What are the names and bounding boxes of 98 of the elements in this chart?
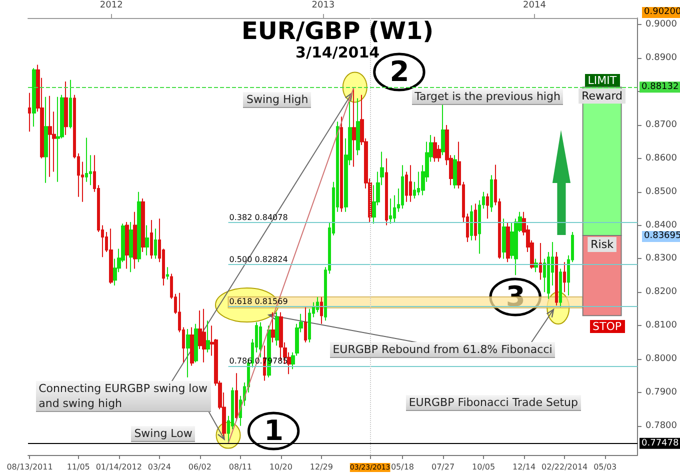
x-tick-label: 05/03: [594, 462, 617, 472]
annotation: Target is the previous high: [412, 89, 564, 105]
y-tick-label: 0.8300: [646, 254, 678, 264]
y-tick-label: 0.8400: [646, 220, 678, 230]
candlestick: [48, 95, 52, 178]
candlestick: [502, 218, 506, 260]
y-tick-label: 0.9000: [646, 20, 678, 30]
x-tick-label: 02/22/2014: [542, 462, 588, 472]
y-tick-label: 0.8900: [646, 53, 678, 64]
candlestick: [470, 204, 473, 241]
annotation: STOP: [590, 320, 625, 333]
y-tick-label: 0.8600: [646, 153, 678, 164]
annotation: 1: [264, 414, 284, 447]
candlestick: [275, 312, 279, 346]
candlestick: [194, 323, 198, 363]
candlestick: [145, 224, 149, 256]
x-tick-label: 08/13/2011: [6, 462, 53, 472]
candlestick: [202, 308, 206, 363]
annotation: EURGBP Fibonacci Trade Setup: [406, 395, 581, 411]
candlestick: [166, 266, 169, 280]
candlestick: [44, 96, 48, 184]
annotation: 3: [506, 280, 526, 313]
annotation: Connecting EURGBP swing low and swing high: [36, 381, 212, 412]
candlestick: [141, 198, 145, 253]
candlestick: [186, 328, 190, 378]
candlestick: [409, 164, 412, 202]
x2-tick-label: 2013: [312, 0, 335, 10]
candlestick: [340, 116, 343, 212]
annotation: Swing Low: [131, 426, 196, 442]
x-tick-label: 01/14/2012: [96, 462, 142, 472]
candlestick: [32, 68, 36, 128]
annotation: EURGBP Rebound from 61.8% Fibonacci: [330, 342, 556, 358]
candlestick: [352, 86, 356, 168]
candlestick: [506, 221, 510, 263]
candlestick: [190, 326, 194, 366]
y-tick-label: 0.8500: [646, 186, 678, 197]
candlestick: [453, 154, 457, 190]
candlestick: [433, 136, 437, 162]
x-tick-label: 10/05: [472, 462, 496, 472]
annotation: 2: [390, 55, 410, 88]
band-label: Reward: [582, 90, 623, 103]
candlestick: [154, 228, 157, 260]
x-tick-label: 05/18: [390, 462, 414, 472]
candlestick: [64, 81, 68, 136]
candlestick: [385, 158, 388, 226]
x-tick-label: 11/05: [66, 462, 90, 472]
x-tick-label: 12/14: [512, 462, 536, 472]
candlestick: [474, 203, 477, 241]
candlestick: [486, 193, 489, 220]
ref-line-label: 0.618 0.81569: [229, 297, 288, 306]
candlestick: [563, 262, 566, 293]
band-label: Risk: [590, 238, 614, 251]
candlestick: [316, 296, 319, 313]
text: 3/14/2014: [296, 44, 380, 62]
candlestick: [206, 320, 210, 353]
candlestick: [125, 221, 129, 270]
x-tick-label: 07/27: [431, 462, 455, 472]
candlestick: [69, 79, 72, 129]
candlestick: [356, 98, 360, 156]
candlestick: [235, 372, 238, 422]
candlestick: [304, 306, 307, 343]
y-tick-label: 0.8200: [646, 287, 678, 298]
candlestick: [109, 228, 113, 284]
candlestick: [271, 312, 275, 343]
candlestick: [389, 198, 392, 224]
candlestick: [85, 137, 88, 182]
x-tick-label: 12/29: [310, 462, 333, 472]
annotation: Swing High: [243, 92, 312, 108]
candlestick: [28, 92, 31, 132]
candlestick: [137, 191, 141, 263]
candlestick: [555, 252, 558, 306]
candlestick: [490, 174, 493, 212]
y-tick-label: 0.8000: [646, 354, 678, 364]
candlestick: [401, 164, 404, 210]
chart-title: EUR/GBP (W1): [241, 17, 434, 45]
y-tick-label: 0.8100: [646, 320, 678, 331]
x-tick-label: 08/11: [228, 462, 252, 472]
candlestick: [320, 296, 323, 324]
y-tick-label: 0.7800: [646, 420, 678, 431]
x-tick-label: 06/02: [188, 462, 212, 472]
candlestick: [129, 221, 133, 273]
x2-tick-label: 2012: [100, 0, 123, 10]
candlestick: [56, 96, 60, 182]
candlestick: [559, 268, 562, 308]
candlestick: [539, 242, 542, 280]
candlestick: [133, 211, 137, 270]
x2-tick-label: 2014: [523, 0, 546, 10]
candlestick: [441, 104, 445, 156]
y-tick-label: 0.7900: [646, 387, 678, 398]
candlestick: [259, 322, 262, 358]
text: 0.83695: [642, 230, 680, 242]
candlestick: [150, 219, 153, 260]
y-tick-label: 0.8700: [646, 120, 678, 130]
x-tick-label: 10/20: [269, 462, 292, 472]
annotation: LIMIT: [584, 74, 620, 87]
ref-line-label: 0.88132: [642, 82, 679, 92]
x-tick-label: 03/24: [148, 462, 171, 472]
ref-line-label: 0.77478: [642, 438, 679, 448]
